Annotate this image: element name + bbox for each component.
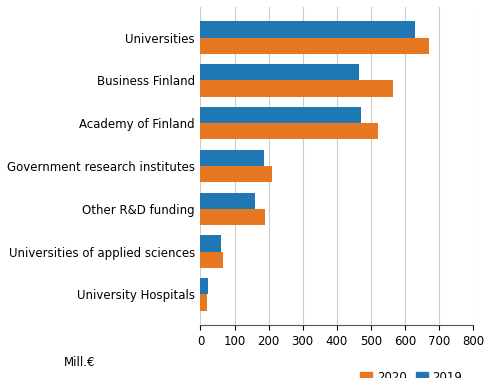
Bar — [200, 278, 208, 294]
Bar — [200, 38, 429, 54]
Bar — [200, 107, 360, 123]
Text: Mill.€: Mill.€ — [64, 356, 95, 369]
Bar — [200, 209, 265, 225]
Bar — [200, 64, 359, 81]
Legend: 2020, 2019: 2020, 2019 — [355, 367, 467, 378]
Bar — [200, 150, 264, 166]
Bar — [200, 252, 222, 268]
Bar — [200, 294, 207, 311]
Bar — [200, 192, 255, 209]
Bar — [200, 235, 221, 252]
Bar — [200, 81, 393, 97]
Bar — [200, 123, 378, 139]
Bar — [200, 166, 272, 182]
Bar — [200, 22, 415, 38]
